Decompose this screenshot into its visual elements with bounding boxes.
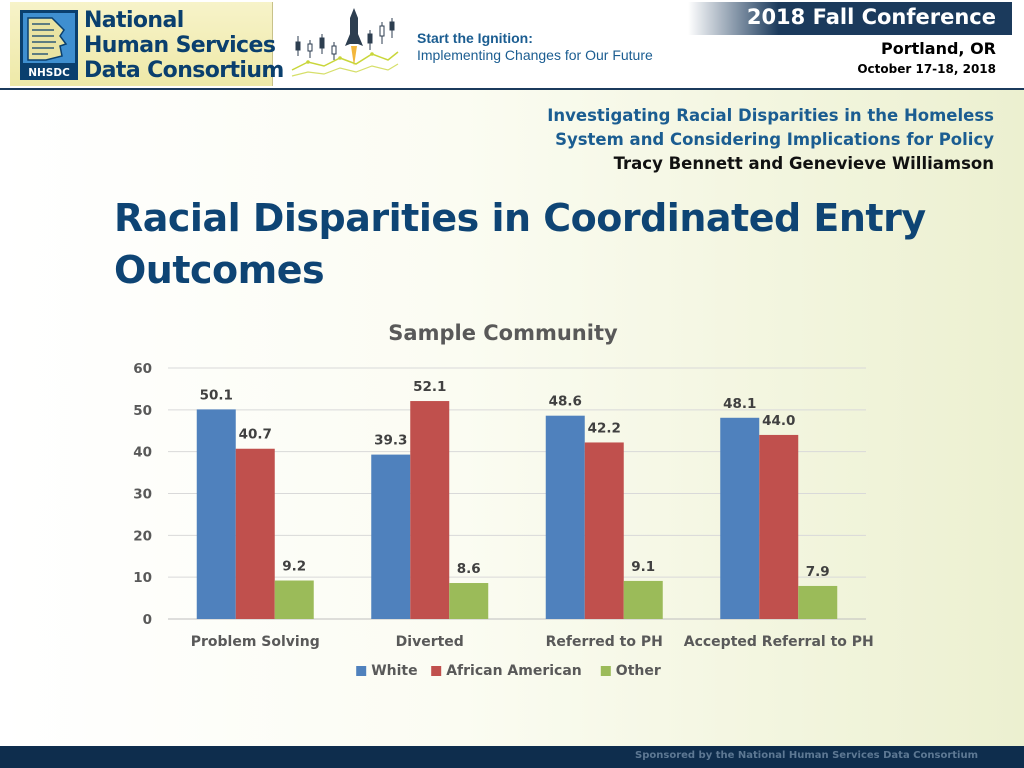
presentation-title-line-2: System and Considering Implications for … [555, 130, 994, 149]
data-label: 44.0 [762, 413, 795, 429]
bar [798, 585, 838, 619]
tagline-line-2: Implementing Changes for Our Future [417, 47, 653, 63]
bar [759, 434, 799, 619]
data-label: 50.1 [200, 387, 233, 403]
x-tick-label: Problem Solving [191, 634, 320, 650]
bar [371, 454, 411, 619]
data-label: 48.6 [549, 394, 582, 410]
legend-swatch [356, 666, 367, 676]
y-tick-label: 10 [133, 570, 152, 586]
tagline-line-1: Start the Ignition: [417, 30, 533, 46]
conference-city: Portland, OR [881, 39, 996, 58]
data-label: 48.1 [723, 396, 756, 412]
legend-label: African American [446, 663, 582, 679]
y-tick-label: 30 [133, 487, 152, 503]
data-label: 52.1 [413, 379, 446, 395]
bar [235, 448, 275, 619]
footer-sponsor-text: Sponsored by the National Human Services… [635, 750, 978, 761]
data-label: 9.1 [631, 559, 655, 575]
bar [274, 580, 314, 619]
bar [623, 580, 663, 619]
conference-dates: October 17-18, 2018 [857, 62, 996, 76]
logo-line-2: Human Services [84, 33, 276, 58]
data-label: 39.3 [374, 433, 407, 449]
x-tick-label: Diverted [396, 634, 464, 650]
y-tick-label: 40 [133, 445, 152, 461]
nhsdc-logo: NHSDC National Human Services Data Conso… [10, 2, 284, 86]
footer-bar: Sponsored by the National Human Services… [0, 746, 1024, 768]
bar [584, 442, 624, 619]
presentation-title-line-1: Investigating Racial Disparities in the … [547, 106, 994, 125]
rocket-candlestick-graphic [291, 8, 399, 77]
conference-header: NHSDC National Human Services Data Conso… [0, 0, 1024, 90]
conference-tagline: Start the Ignition: Implementing Changes… [417, 30, 653, 64]
bar [545, 415, 585, 619]
conference-title: 2018 Fall Conference [746, 5, 996, 29]
data-label: 7.9 [806, 564, 830, 580]
y-tick-label: 0 [143, 612, 152, 628]
slide-background [0, 90, 1024, 746]
presentation-authors: Tracy Bennett and Genevieve Williamson [613, 154, 994, 173]
y-tick-label: 20 [133, 528, 152, 544]
data-label: 8.6 [457, 561, 481, 577]
data-label: 42.2 [588, 420, 621, 436]
bar-chart: Sample Community 0 10 20 30 40 50 60 50.1 40.7 9.2… [133, 321, 874, 679]
conference-banner [688, 2, 1012, 35]
nhsdc-logo-icon: NHSDC [20, 10, 78, 80]
slide-title: Racial Disparities in Coordinated Entry … [114, 192, 934, 296]
bar [720, 417, 760, 619]
x-tick-label: Referred to PH [546, 634, 663, 650]
nhsdc-logo-mark-text: NHSDC [28, 67, 70, 79]
legend-swatch [431, 666, 442, 676]
bar [449, 583, 489, 619]
logo-line-1: National [84, 8, 184, 33]
data-label: 9.2 [282, 559, 306, 575]
chart-title: Sample Community [388, 321, 618, 345]
slide-title-line-1: Racial Disparities in Coordinated Entry [114, 196, 926, 240]
y-tick-label: 60 [133, 361, 152, 377]
slide-title-line-2: Outcomes [114, 248, 325, 292]
bar [410, 401, 450, 619]
legend-swatch [600, 666, 611, 676]
x-tick-label: Accepted Referral to PH [684, 634, 874, 650]
logo-line-3: Data Consortium [84, 58, 284, 83]
y-tick-label: 50 [133, 403, 152, 419]
presentation-title: Investigating Racial Disparities in the … [547, 104, 994, 176]
bar [196, 409, 236, 619]
data-label: 40.7 [239, 427, 272, 443]
legend-label: White [371, 663, 417, 679]
legend-label: Other [616, 663, 661, 679]
